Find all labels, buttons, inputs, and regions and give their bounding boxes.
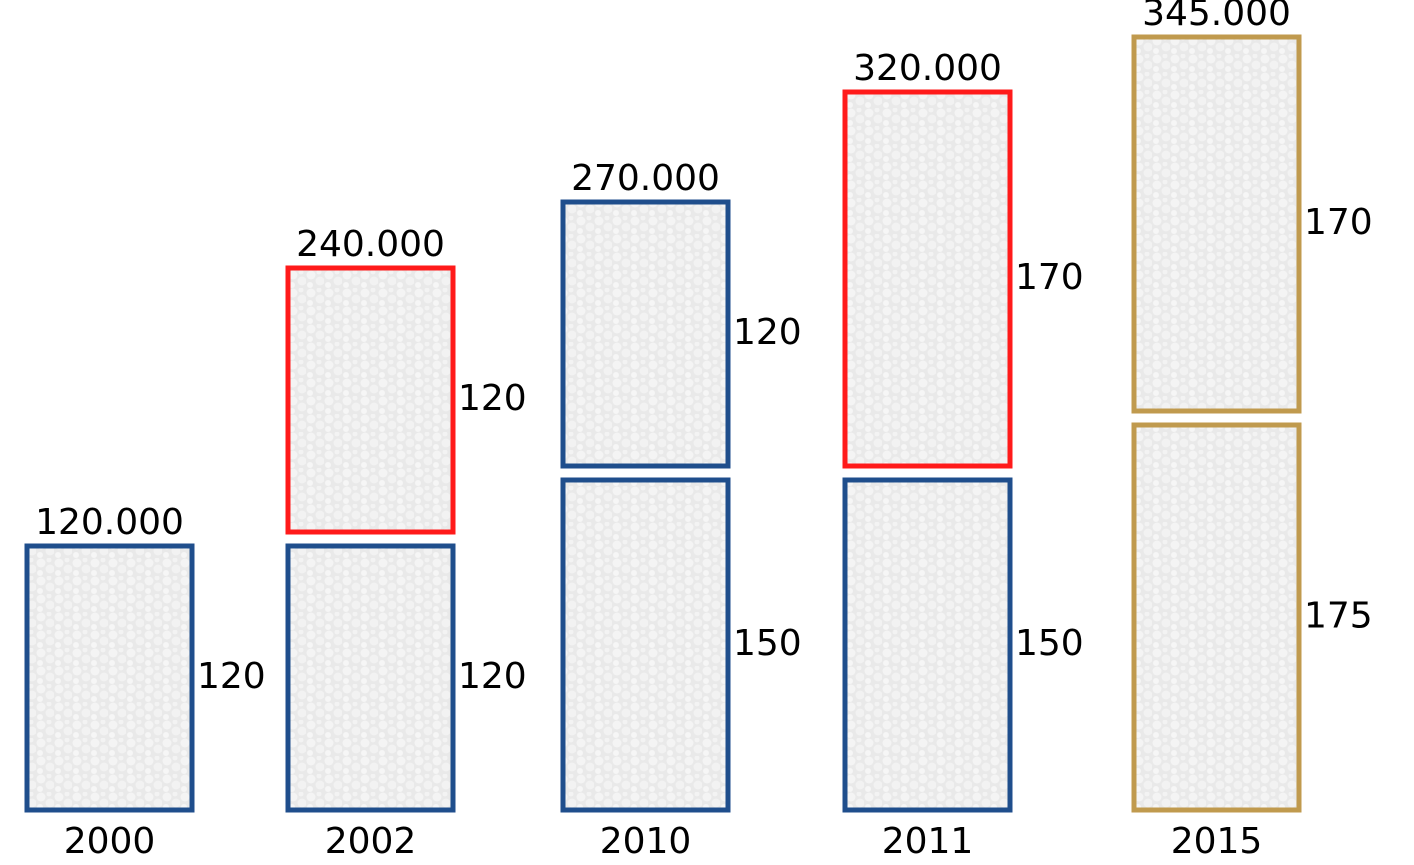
- total-label: 240.000: [296, 224, 445, 265]
- block: [560, 477, 731, 813]
- category-label: 2011: [882, 821, 974, 862]
- category-label: 2015: [1171, 821, 1263, 862]
- total-label: 345.000: [1142, 0, 1291, 34]
- segment-label: 170: [1304, 202, 1373, 243]
- segment-label: 150: [733, 623, 802, 664]
- segment-label: 120: [458, 378, 527, 419]
- block: [1131, 422, 1302, 813]
- block: [285, 543, 456, 813]
- block: [560, 199, 731, 469]
- total-label: 270.000: [571, 158, 720, 199]
- segment-label: 170: [1015, 257, 1084, 298]
- total-label: 120.000: [35, 502, 184, 543]
- block: [1131, 34, 1302, 414]
- category-label: 2002: [325, 821, 417, 862]
- segment-label: 150: [1015, 623, 1084, 664]
- total-label: 320.000: [853, 48, 1002, 89]
- segment-label: 175: [1304, 596, 1373, 637]
- block: [24, 543, 195, 813]
- block: [285, 265, 456, 535]
- segment-label: 120: [197, 656, 266, 697]
- segment-label: 120: [733, 312, 802, 353]
- category-label: 2000: [64, 821, 156, 862]
- block: [842, 477, 1013, 813]
- category-label: 2010: [600, 821, 692, 862]
- segment-label: 120: [458, 656, 527, 697]
- block: [842, 89, 1013, 469]
